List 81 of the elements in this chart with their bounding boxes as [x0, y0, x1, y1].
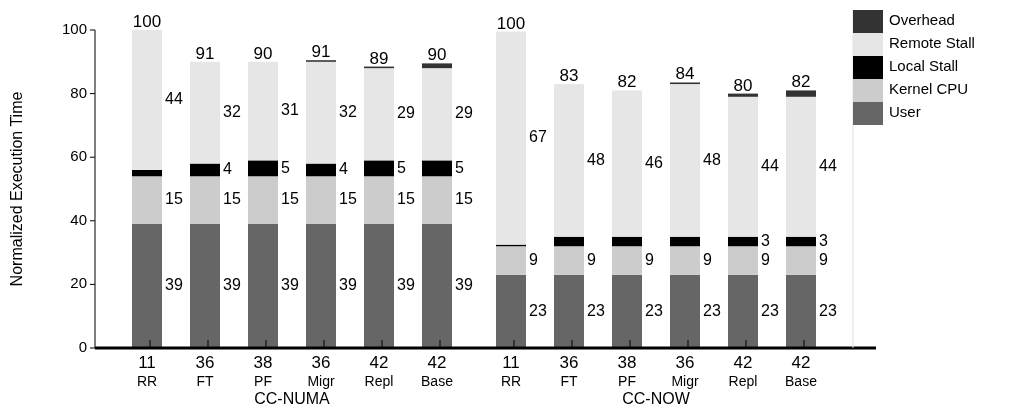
data-label: 23 — [819, 301, 837, 319]
y-tick-label: 80 — [70, 83, 87, 101]
data-label: 44 — [761, 156, 779, 174]
data-label: 39 — [223, 276, 241, 294]
text: CC-NOW — [622, 390, 691, 408]
data-label: 23 — [645, 301, 663, 319]
data-label: 3 — [761, 231, 770, 249]
total-label: 89 — [369, 48, 389, 68]
x-tick-label: 42 Repl — [728, 353, 758, 389]
x-tick-label: 11 RR — [136, 353, 158, 389]
data-label: 5 — [281, 158, 290, 176]
data-label: 29 — [455, 104, 473, 122]
data-label: 39 — [281, 276, 299, 294]
data-label: 23 — [703, 301, 721, 319]
data-label: 48 — [703, 150, 721, 168]
data-label: 4 — [223, 160, 232, 178]
total-label: 82 — [617, 72, 637, 92]
data-label: 39 — [165, 276, 183, 294]
x-tick-label: 36 Migr — [307, 353, 335, 389]
x-tick-label: 42 Repl — [364, 353, 394, 389]
x-tick-label: 36 FT — [559, 353, 579, 389]
data-label: 5 — [455, 158, 464, 176]
data-label: 32 — [223, 102, 241, 120]
data-label: 39 — [455, 276, 473, 294]
x-tick-label: 38 PF — [617, 353, 637, 389]
legend-label: User — [889, 103, 921, 121]
x-tick-label: 42 Base — [785, 353, 818, 389]
data-label: 31 — [281, 101, 299, 119]
data-label: 29 — [397, 104, 415, 122]
data-label: 5 — [397, 158, 406, 176]
y-tick-label: 20 — [70, 274, 87, 292]
total-label: 91 — [311, 42, 331, 62]
data-label: 9 — [587, 250, 596, 268]
data-label: 9 — [761, 250, 770, 268]
legend-label: Kernel CPU — [889, 80, 969, 98]
data-label: 46 — [645, 153, 663, 171]
total-label: 82 — [791, 72, 811, 92]
total-label: 84 — [675, 64, 695, 84]
x-tick-label: 36 FT — [195, 353, 215, 389]
total-label: 91 — [195, 43, 215, 63]
data-label: 15 — [281, 190, 299, 208]
y-tick-label: 100 — [61, 19, 87, 37]
total-label: 90 — [253, 43, 273, 63]
x-tick-label: 36 Migr — [671, 353, 699, 389]
data-label: 48 — [587, 150, 605, 168]
x-tick-label: 38 PF — [253, 353, 273, 389]
total-label: 100 — [132, 12, 162, 31]
data-label: 9 — [703, 250, 712, 268]
data-label: 3 — [819, 231, 828, 249]
data-label: 15 — [397, 190, 415, 208]
data-label: 9 — [529, 250, 538, 268]
data-label: 23 — [587, 301, 605, 319]
data-label: 15 — [223, 190, 241, 208]
legend-label: Remote Stall — [889, 34, 975, 52]
data-label: 39 — [397, 276, 415, 294]
data-label: 15 — [339, 190, 357, 208]
data-label: 23 — [529, 301, 547, 319]
data-label: 15 — [455, 190, 473, 208]
data-label: 44 — [165, 90, 183, 108]
x-tick-label: 42 Base — [421, 353, 454, 389]
data-label: 67 — [529, 128, 547, 146]
data-label: 23 — [761, 301, 779, 319]
x-tick-label: 11 RR — [500, 353, 522, 389]
data-label: 32 — [339, 102, 357, 120]
total-label: 83 — [559, 66, 579, 86]
data-label: 9 — [645, 250, 654, 268]
y-tick-label: 0 — [78, 337, 87, 355]
total-label: 100 — [496, 13, 526, 33]
y-tick-label: 40 — [70, 210, 87, 228]
data-label: 15 — [165, 190, 183, 208]
total-label: 90 — [427, 45, 447, 65]
text: CC-NUMA — [254, 390, 331, 408]
legend-label: Overhead — [889, 11, 955, 29]
legend-label: Local Stall — [889, 57, 959, 75]
data-label: 4 — [339, 160, 348, 178]
total-label: 80 — [733, 75, 753, 95]
y-tick-label: 60 — [70, 147, 87, 165]
data-label: 39 — [339, 276, 357, 294]
y-axis-title: Normalized Execution Time — [8, 91, 26, 287]
data-label: 9 — [819, 250, 828, 268]
data-label: 44 — [819, 156, 837, 174]
